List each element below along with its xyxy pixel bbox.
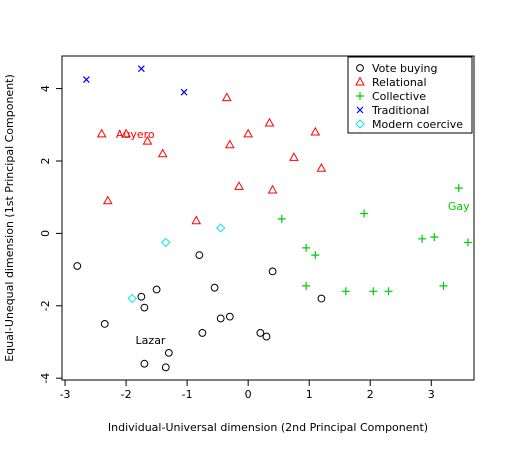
- vote-buying-point: [256, 329, 265, 337]
- data-points: [73, 65, 472, 372]
- vote-buying-point: [73, 262, 82, 270]
- legend-entry: Traditional: [371, 104, 429, 117]
- legend-marker: [356, 106, 364, 114]
- annotation-label: Lazar: [136, 334, 166, 347]
- collective-point: [439, 281, 448, 290]
- legend-entry: Collective: [372, 90, 426, 103]
- relational-point: [310, 126, 321, 136]
- x-tick-label: -1: [182, 388, 193, 401]
- y-tick-label: -2: [39, 300, 52, 311]
- collective-point: [418, 234, 427, 243]
- legend-marker: [355, 76, 365, 86]
- x-tick-label: 1: [306, 388, 313, 401]
- vote-buying-point: [140, 303, 149, 312]
- legend-entry: Modern coercive: [372, 118, 463, 131]
- relational-point: [121, 128, 131, 138]
- relational-point: [142, 135, 153, 145]
- vote-buying-point: [161, 363, 170, 372]
- vote-buying-point: [140, 359, 149, 368]
- x-tick-label: -3: [60, 388, 71, 401]
- vote-buying-point: [100, 319, 109, 328]
- relational-point: [96, 128, 107, 138]
- collective-point: [430, 233, 439, 242]
- vote-buying-point: [152, 285, 161, 294]
- legend-entry: Vote buying: [372, 62, 437, 75]
- relational-point: [157, 148, 168, 158]
- relational-point: [221, 92, 232, 102]
- plot-frame: [61, 55, 475, 381]
- relational-point: [191, 215, 202, 225]
- y-axis: -4 -2 0 2 4: [39, 85, 62, 384]
- collective-point: [302, 243, 311, 252]
- vote-buying-point: [137, 292, 146, 301]
- y-axis-label: Equal-Unequal dimension (1st Principal C…: [3, 74, 16, 362]
- x-axis: -3 -2 -1 0 1 2 3: [60, 380, 435, 401]
- annotations: Auyero Gay Lazar: [116, 128, 470, 347]
- collective-point: [277, 214, 286, 223]
- x-tick-label: 0: [245, 388, 252, 401]
- modern-coercive-point: [127, 293, 137, 304]
- relational-point: [225, 139, 235, 149]
- traditional-point: [180, 88, 188, 96]
- traditional-point: [82, 76, 90, 83]
- collective-point: [463, 238, 472, 247]
- modern-coercive-point: [161, 237, 171, 248]
- x-tick-label: 2: [367, 388, 374, 401]
- y-tick-label: 2: [39, 157, 52, 164]
- vote-buying-point: [268, 267, 277, 276]
- relational-point: [316, 162, 327, 172]
- vote-buying-point: [210, 283, 219, 292]
- vote-buying-point: [198, 329, 207, 337]
- x-tick-label: 3: [428, 388, 435, 401]
- relational-point: [243, 128, 254, 138]
- y-tick-label: 0: [39, 230, 52, 237]
- relational-point: [102, 195, 113, 205]
- legend-entry: Relational: [372, 76, 427, 89]
- relational-point: [267, 184, 278, 194]
- x-axis-label: Individual-Universal dimension (2nd Prin…: [108, 421, 428, 434]
- legend-marker: [355, 119, 365, 129]
- collective-point: [369, 287, 378, 296]
- legend-box: [347, 56, 473, 134]
- legend-marker: [356, 64, 364, 72]
- vote-buying-point: [195, 251, 204, 260]
- collective-point: [311, 251, 320, 260]
- collective-point: [384, 287, 393, 296]
- collective-point: [302, 281, 311, 290]
- vote-buying-point: [216, 314, 225, 323]
- vote-buying-point: [164, 348, 173, 357]
- y-tick-label: 4: [39, 85, 52, 92]
- collective-point: [360, 209, 369, 218]
- vote-buying-point: [317, 294, 326, 303]
- relational-point: [234, 181, 244, 190]
- annotation-label: Gay: [448, 200, 470, 213]
- vote-buying-point: [225, 312, 234, 321]
- y-tick-label: -4: [39, 373, 52, 384]
- modern-coercive-point: [215, 223, 226, 233]
- legend-marker: [356, 92, 364, 100]
- relational-point: [264, 117, 275, 127]
- relational-point: [289, 152, 299, 161]
- vote-buying-point: [262, 332, 271, 341]
- annotation-label: Auyero: [116, 128, 155, 141]
- collective-point: [341, 287, 350, 296]
- legend: Vote buyingRelationalCollectiveTradition…: [347, 56, 473, 134]
- traditional-point: [137, 65, 145, 73]
- x-tick-label: -2: [121, 388, 132, 401]
- collective-point: [454, 184, 463, 193]
